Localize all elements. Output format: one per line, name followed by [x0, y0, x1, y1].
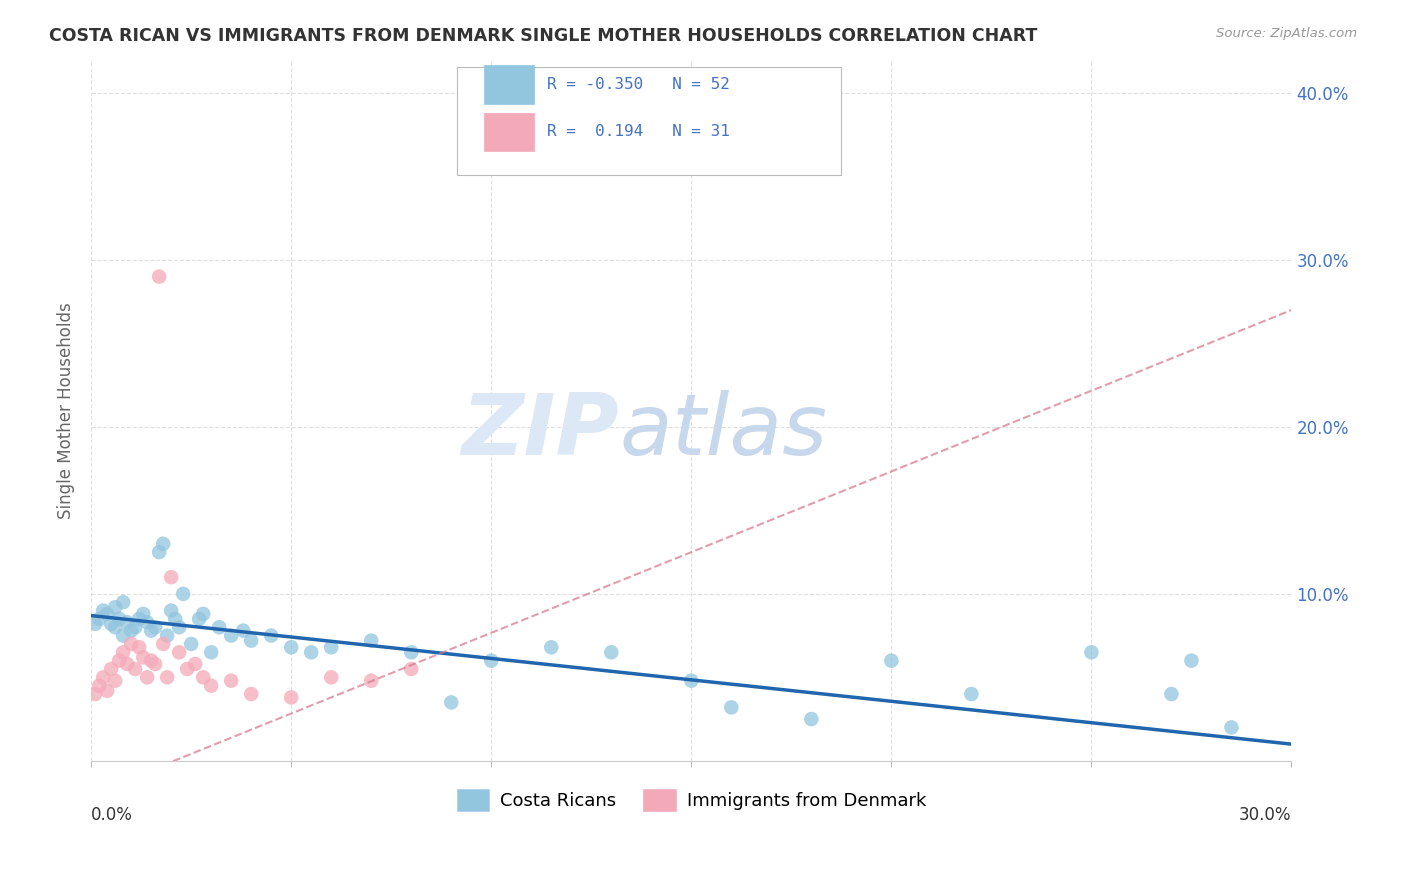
- Point: [152, 637, 174, 651]
- Point: [188, 612, 211, 626]
- Point: [96, 683, 118, 698]
- Point: [89, 679, 111, 693]
- Point: [143, 620, 166, 634]
- Text: 30.0%: 30.0%: [1239, 806, 1292, 824]
- Point: [104, 620, 127, 634]
- Text: R =  0.194   N = 31: R = 0.194 N = 31: [547, 125, 730, 139]
- Point: [440, 695, 463, 709]
- Point: [148, 269, 170, 284]
- Legend: Costa Ricans, Immigrants from Denmark: Costa Ricans, Immigrants from Denmark: [450, 782, 934, 819]
- Point: [115, 657, 138, 671]
- Point: [165, 612, 187, 626]
- Point: [132, 650, 155, 665]
- Point: [136, 615, 159, 630]
- Point: [960, 687, 983, 701]
- Text: Source: ZipAtlas.com: Source: ZipAtlas.com: [1216, 27, 1357, 40]
- Point: [321, 640, 343, 655]
- Point: [112, 595, 135, 609]
- Point: [108, 612, 131, 626]
- Point: [84, 687, 107, 701]
- Point: [141, 654, 163, 668]
- Point: [128, 640, 150, 655]
- Text: COSTA RICAN VS IMMIGRANTS FROM DENMARK SINGLE MOTHER HOUSEHOLDS CORRELATION CHAR: COSTA RICAN VS IMMIGRANTS FROM DENMARK S…: [49, 27, 1038, 45]
- Point: [91, 603, 114, 617]
- Point: [160, 570, 183, 584]
- Point: [540, 640, 562, 655]
- Point: [167, 645, 190, 659]
- Point: [115, 615, 138, 630]
- Point: [299, 645, 322, 659]
- Point: [184, 657, 207, 671]
- Point: [160, 603, 183, 617]
- Point: [124, 620, 146, 634]
- Point: [180, 637, 202, 651]
- Point: [120, 637, 142, 651]
- FancyBboxPatch shape: [457, 67, 841, 176]
- Point: [240, 687, 263, 701]
- Point: [280, 640, 302, 655]
- Point: [193, 670, 215, 684]
- Point: [176, 662, 198, 676]
- Point: [200, 645, 222, 659]
- Point: [1160, 687, 1182, 701]
- Point: [1220, 721, 1243, 735]
- Point: [399, 645, 422, 659]
- Y-axis label: Single Mother Households: Single Mother Households: [58, 301, 75, 518]
- Point: [399, 662, 422, 676]
- Point: [1080, 645, 1102, 659]
- Point: [89, 612, 111, 626]
- Point: [156, 670, 179, 684]
- Point: [880, 654, 903, 668]
- Point: [120, 624, 142, 638]
- Point: [104, 600, 127, 615]
- Point: [132, 607, 155, 621]
- Point: [208, 620, 231, 634]
- Bar: [484, 112, 534, 152]
- Point: [260, 629, 283, 643]
- Point: [100, 662, 122, 676]
- Point: [84, 616, 107, 631]
- Point: [172, 587, 194, 601]
- Point: [720, 700, 742, 714]
- Point: [104, 673, 127, 688]
- Point: [219, 629, 242, 643]
- Point: [143, 657, 166, 671]
- Text: atlas: atlas: [619, 390, 827, 473]
- Point: [136, 670, 159, 684]
- Text: R = -0.350   N = 52: R = -0.350 N = 52: [547, 77, 730, 92]
- Point: [156, 629, 179, 643]
- Point: [112, 645, 135, 659]
- Point: [240, 633, 263, 648]
- Point: [479, 654, 502, 668]
- Text: ZIP: ZIP: [461, 390, 619, 473]
- Point: [280, 690, 302, 705]
- Text: 0.0%: 0.0%: [91, 806, 134, 824]
- Point: [148, 545, 170, 559]
- Point: [167, 620, 190, 634]
- Point: [360, 633, 382, 648]
- Point: [128, 612, 150, 626]
- Point: [681, 673, 703, 688]
- Point: [108, 654, 131, 668]
- Point: [600, 645, 623, 659]
- Point: [100, 616, 122, 631]
- Point: [124, 662, 146, 676]
- Point: [219, 673, 242, 688]
- Point: [112, 629, 135, 643]
- Point: [96, 607, 118, 621]
- Bar: [484, 65, 534, 104]
- Point: [1180, 654, 1202, 668]
- Point: [321, 670, 343, 684]
- Point: [360, 673, 382, 688]
- Point: [141, 624, 163, 638]
- Point: [800, 712, 823, 726]
- Point: [91, 670, 114, 684]
- Point: [200, 679, 222, 693]
- Point: [193, 607, 215, 621]
- Point: [152, 537, 174, 551]
- Point: [232, 624, 254, 638]
